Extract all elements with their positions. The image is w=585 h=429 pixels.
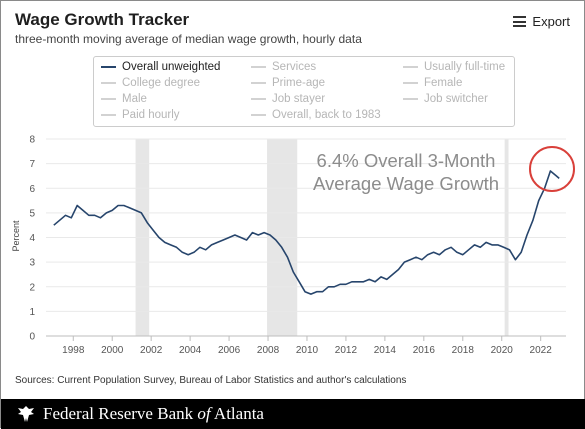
legend-swatch [251, 82, 266, 84]
x-tick-label: 2006 [218, 345, 241, 356]
legend-item-overall-back-to-1983[interactable]: Overall, back to 1983 [251, 109, 381, 121]
legend-label: Usually full-time [424, 61, 506, 73]
legend-label: Female [424, 77, 463, 89]
legend-item-college-degree[interactable]: College degree [101, 77, 200, 89]
y-axis-label: Percent [11, 220, 21, 252]
export-button[interactable]: Export [513, 14, 570, 29]
x-tick-label: 2002 [140, 345, 163, 356]
legend-swatch [101, 114, 116, 116]
footer-brand: Federal Reserve Bank of Atlanta [43, 404, 264, 424]
x-tick-label: 2020 [491, 345, 514, 356]
highlight-circle [529, 146, 575, 192]
legend-swatch [403, 66, 418, 68]
x-tick-label: 2016 [413, 345, 436, 356]
legend-label: Prime-age [272, 77, 326, 89]
export-label: Export [532, 14, 570, 29]
legend-label: Job switcher [424, 93, 488, 105]
x-tick-label: 2008 [257, 345, 280, 356]
footer-prefix: Federal Reserve Bank [43, 404, 198, 423]
legend-label: Overall unweighted [122, 61, 221, 73]
y-tick-label: 0 [29, 332, 35, 343]
series-layer [53, 170, 560, 295]
menu-icon [513, 16, 527, 27]
legend-swatch [101, 82, 116, 84]
legend-swatch [101, 66, 116, 68]
x-tick-label: 2022 [530, 345, 553, 356]
legend-label: Services [272, 61, 317, 73]
legend-item-paid-hourly[interactable]: Paid hourly [101, 109, 180, 121]
footer-suffix: Atlanta [210, 404, 264, 423]
annotation-line-2: Average Wage Growth [313, 173, 499, 194]
line-chart: 0 1 2 3 4 5 6 7 8 1998 2000 2002 2004 2006 2008 2010 20… [11, 135, 575, 356]
legend-swatch [251, 114, 266, 116]
x-tick-label: 2018 [452, 345, 475, 356]
legend-item-job-switcher[interactable]: Job switcher [403, 93, 488, 105]
legend-item-prime-age[interactable]: Prime-age [251, 77, 325, 89]
legend-label: Overall, back to 1983 [272, 109, 381, 121]
footer-bar: Federal Reserve Bank of Atlanta [1, 399, 585, 429]
y-tick-label: 5 [29, 208, 35, 219]
x-tick-label: 2000 [101, 345, 124, 356]
y-tick-label: 2 [29, 282, 35, 293]
y-tick-label: 7 [29, 159, 35, 170]
legend-item-services[interactable]: Services [251, 61, 316, 73]
chart-subtitle: three-month moving average of median wag… [15, 32, 362, 46]
chart-title: Wage Growth Tracker [15, 10, 190, 29]
x-tick-label: 2012 [335, 345, 358, 356]
legend-item-job-stayer[interactable]: Job stayer [251, 93, 325, 105]
series-line-overall-unweighted [53, 170, 560, 295]
eagle-logo-icon [18, 406, 34, 422]
gridlines [46, 138, 566, 337]
legend-label: College degree [122, 77, 201, 89]
legend-swatch [251, 66, 266, 68]
footer-of: of [197, 404, 211, 423]
legend-swatch [251, 98, 266, 100]
legend-item-female[interactable]: Female [403, 77, 462, 89]
annotation-line-1: 6.4% Overall 3-Month [317, 150, 496, 171]
x-axis-ticks: 1998 2000 2002 2004 2006 2008 2010 2012 2014 2016… [62, 336, 552, 356]
legend-label: Job stayer [272, 93, 326, 105]
legend: Overall unweighted Services Usually full… [93, 56, 515, 127]
y-tick-label: 6 [29, 184, 35, 195]
y-tick-label: 4 [29, 233, 35, 244]
legend-item-male[interactable]: Male [101, 93, 147, 105]
sources-note: Sources: Current Population Survey, Bure… [15, 375, 407, 386]
legend-label: Paid hourly [122, 109, 180, 121]
x-tick-label: 1998 [62, 345, 85, 356]
x-tick-label: 2004 [179, 345, 202, 356]
y-axis-ticks: 0 1 2 3 4 5 6 7 8 [29, 135, 35, 343]
legend-swatch [101, 98, 116, 100]
legend-item-usually-full-time[interactable]: Usually full-time [403, 61, 505, 73]
y-tick-label: 3 [29, 258, 35, 269]
y-tick-label: 1 [29, 307, 35, 318]
x-tick-label: 2014 [374, 345, 397, 356]
y-tick-label: 8 [29, 135, 35, 146]
legend-item-overall-unweighted[interactable]: Overall unweighted [101, 61, 220, 73]
x-tick-label: 2010 [296, 345, 319, 356]
legend-swatch [403, 82, 418, 84]
legend-swatch [403, 98, 418, 100]
legend-label: Male [122, 93, 147, 105]
